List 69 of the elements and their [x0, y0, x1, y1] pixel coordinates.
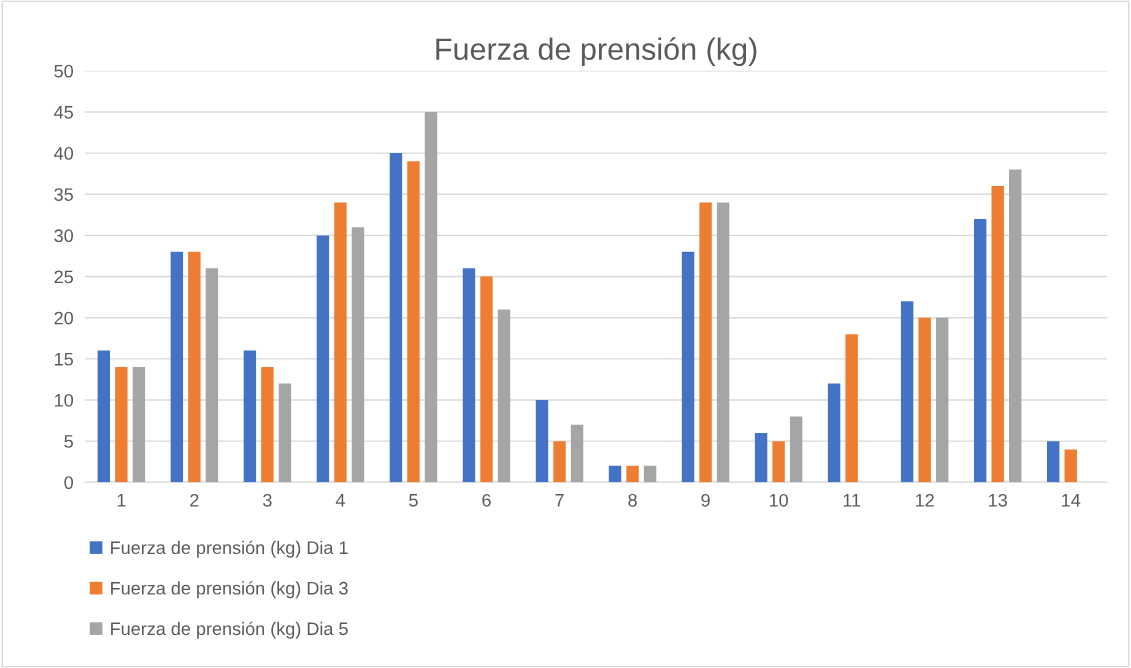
bar: [480, 276, 493, 483]
bar: [351, 227, 365, 483]
x-tick-label: 14: [1062, 494, 1081, 507]
bar: [243, 350, 257, 483]
bar: [935, 317, 949, 483]
legend-label: Fuerza de prensión (kg) Dia 3: [111, 581, 348, 599]
bar: [991, 186, 1004, 483]
bar: [535, 400, 549, 483]
bar: [608, 465, 622, 483]
bar: [205, 268, 219, 483]
y-tick-label: 40: [54, 147, 74, 160]
bar: [626, 465, 639, 483]
x-tick-label: 7: [555, 494, 564, 507]
y-tick-label: 25: [54, 270, 73, 284]
y-tick-label: 0: [64, 476, 74, 490]
bar: [170, 251, 184, 483]
bar: [1047, 441, 1060, 483]
bar: [754, 432, 768, 483]
y-tick-label: 10: [55, 393, 74, 407]
bar: [188, 251, 201, 483]
bar: [918, 317, 931, 483]
x-tick-label: 12: [916, 493, 934, 507]
bar: [643, 465, 657, 483]
bar: [570, 424, 584, 483]
bar: [716, 202, 730, 483]
bar: [132, 367, 146, 483]
bar: [973, 218, 987, 483]
bar: [316, 235, 330, 483]
bar: [97, 350, 111, 483]
x-tick-label: 8: [628, 493, 637, 507]
bar: [407, 161, 420, 483]
y-tick-label: 35: [54, 188, 73, 201]
y-tick-label: 20: [54, 311, 74, 325]
legend-label: Fuerza de prensión (kg) Dia 1: [111, 540, 348, 558]
x-tick-label: 11: [843, 494, 861, 507]
bar: [115, 367, 128, 483]
bar: [681, 251, 695, 483]
bar: [389, 153, 403, 483]
x-tick-label: 10: [769, 493, 788, 507]
x-tick-label: 13: [989, 493, 1007, 507]
x-tick-label: 2: [190, 493, 199, 507]
bar: [1064, 449, 1077, 483]
bar: [772, 441, 785, 483]
y-tick-label: 30: [54, 229, 74, 243]
y-tick-label: 15: [55, 352, 73, 366]
bar: [497, 309, 511, 483]
chart-title: Fuerza de prensión (kg): [436, 37, 757, 67]
x-tick-label: 3: [263, 493, 272, 507]
bar: [261, 367, 274, 483]
bar: [900, 301, 914, 483]
x-tick-label: 9: [701, 493, 710, 507]
bar: [789, 416, 803, 483]
bar: [845, 334, 858, 483]
bar: [278, 383, 292, 483]
x-tick-label: 5: [409, 494, 418, 507]
bar: [462, 268, 476, 483]
bar: [1009, 169, 1022, 483]
x-tick-label: 1: [117, 494, 126, 507]
x-tick-label: 6: [482, 493, 491, 507]
bar: [553, 441, 566, 483]
bar: [334, 202, 347, 483]
bar: [424, 111, 438, 483]
legend-label: Fuerza de prensión (kg) Dia 5: [111, 621, 348, 639]
bar: [827, 383, 841, 483]
y-tick-label: 45: [54, 106, 73, 119]
y-tick-label: 5: [64, 435, 73, 448]
bar: [699, 202, 712, 483]
y-tick-label: 50: [54, 64, 74, 78]
x-tick-label: 4: [335, 494, 345, 507]
